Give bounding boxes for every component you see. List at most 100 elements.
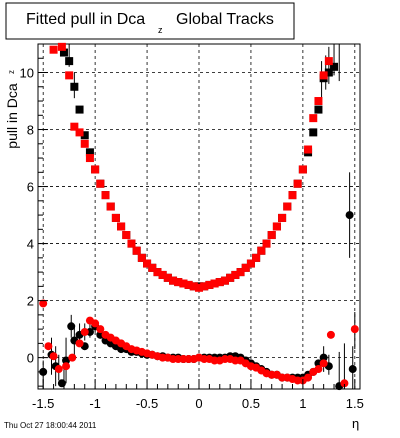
- y-tick-label: 2: [27, 294, 34, 309]
- data-point-square: [91, 165, 100, 174]
- data-point-circle: [39, 299, 48, 308]
- x-tick-label: 1.5: [346, 396, 364, 411]
- marker-layer: [39, 42, 359, 391]
- y-axis-label-subscript: z: [7, 70, 16, 74]
- data-point-square: [215, 278, 224, 287]
- chart-title-suffix: Global Tracks: [176, 11, 274, 28]
- data-point-square: [57, 42, 66, 51]
- data-point-square: [148, 263, 157, 272]
- data-point-square: [304, 145, 313, 154]
- data-point-circle: [67, 322, 76, 331]
- errorbar-layer: [42, 44, 356, 389]
- data-point-square: [195, 283, 203, 292]
- data-point-square: [75, 105, 84, 114]
- data-point-square: [330, 62, 339, 71]
- y-axis-label: pull in Dca: [4, 83, 20, 149]
- data-point-square: [80, 131, 89, 140]
- data-point-circle: [91, 319, 100, 328]
- data-point-circle: [348, 365, 357, 374]
- y-tick-label: 8: [27, 123, 34, 138]
- x-tick-label: -0.5: [136, 396, 158, 411]
- data-point-square: [246, 259, 255, 268]
- data-point-square: [143, 259, 152, 268]
- data-point-circle: [80, 327, 89, 336]
- data-point-square: [163, 273, 172, 282]
- data-point-square: [226, 273, 235, 282]
- data-point-circle: [54, 365, 63, 374]
- data-point-square: [283, 202, 292, 211]
- x-tick-label: -1.5: [32, 396, 54, 411]
- data-point-square: [65, 71, 74, 80]
- data-point-square: [324, 57, 333, 66]
- data-point-square: [210, 279, 219, 288]
- title-box: [5, 2, 295, 40]
- data-point-square: [236, 268, 245, 277]
- data-point-square: [169, 276, 178, 285]
- data-point-circle: [340, 379, 349, 388]
- data-point-square: [80, 139, 89, 148]
- data-point-square: [59, 48, 68, 57]
- data-point-square: [220, 276, 229, 285]
- data-point-square: [65, 57, 74, 66]
- data-point-square: [101, 191, 110, 200]
- tick-layer: -1.5 -1 -0.5 0 0.5 1 1.5 0 2 4 6 8 10: [20, 43, 364, 411]
- data-point-square: [241, 263, 250, 272]
- data-point-square: [49, 45, 58, 54]
- data-point-square: [106, 202, 115, 211]
- data-point-circle: [57, 379, 66, 388]
- data-point-square: [117, 222, 126, 231]
- x-tick-label: 0.5: [242, 396, 260, 411]
- data-point-square: [252, 253, 261, 262]
- data-point-square: [85, 148, 94, 157]
- data-point-square: [75, 128, 84, 137]
- data-point-square: [267, 231, 276, 240]
- data-point-square: [298, 165, 307, 174]
- data-point-square: [257, 246, 266, 255]
- chart-title: Fitted pull in Dca: [26, 11, 145, 28]
- plot-frame: [37, 43, 361, 390]
- data-point-square: [200, 282, 209, 291]
- data-point-circle: [314, 365, 323, 374]
- data-point-square: [231, 270, 240, 279]
- data-point-square: [96, 179, 105, 188]
- data-point-square: [278, 213, 287, 222]
- data-point-square: [184, 280, 193, 289]
- x-tick-label: -1: [89, 396, 101, 411]
- data-point-square: [174, 278, 183, 287]
- timestamp: Thu Oct 27 18:00:44 2011: [4, 421, 97, 430]
- x-tick-label: 0: [195, 396, 202, 411]
- data-point-square: [111, 213, 120, 222]
- data-point-square: [189, 282, 198, 291]
- data-point-circle: [345, 211, 354, 220]
- data-point-square: [137, 253, 146, 262]
- data-point-circle: [44, 342, 53, 351]
- data-point-square: [319, 71, 328, 80]
- y-tick-label: 4: [27, 237, 34, 252]
- data-point-square: [179, 279, 188, 288]
- data-point-circle: [39, 367, 48, 376]
- data-point-circle: [62, 356, 71, 365]
- data-point-square: [70, 82, 79, 91]
- data-point-square: [324, 68, 333, 77]
- x-axis-label: η: [352, 416, 359, 431]
- data-point-circle: [350, 325, 359, 334]
- y-tick-label: 10: [20, 66, 34, 81]
- data-point-circle: [319, 359, 328, 368]
- y-tick-label: 0: [27, 351, 34, 366]
- data-point-square: [309, 128, 318, 137]
- data-point-square: [132, 246, 141, 255]
- data-point-square: [293, 179, 302, 188]
- data-point-square: [272, 222, 281, 231]
- data-point-circle: [304, 373, 313, 382]
- data-point-square: [127, 239, 136, 248]
- y-axis-label-group: pull in Dca z: [4, 70, 20, 149]
- data-point-square: [314, 97, 323, 106]
- data-point-square: [153, 268, 162, 277]
- data-point-circle: [62, 362, 71, 371]
- data-point-square: [288, 191, 297, 200]
- data-point-circle: [75, 339, 84, 348]
- data-point-square: [158, 270, 167, 279]
- data-point-circle: [49, 352, 58, 361]
